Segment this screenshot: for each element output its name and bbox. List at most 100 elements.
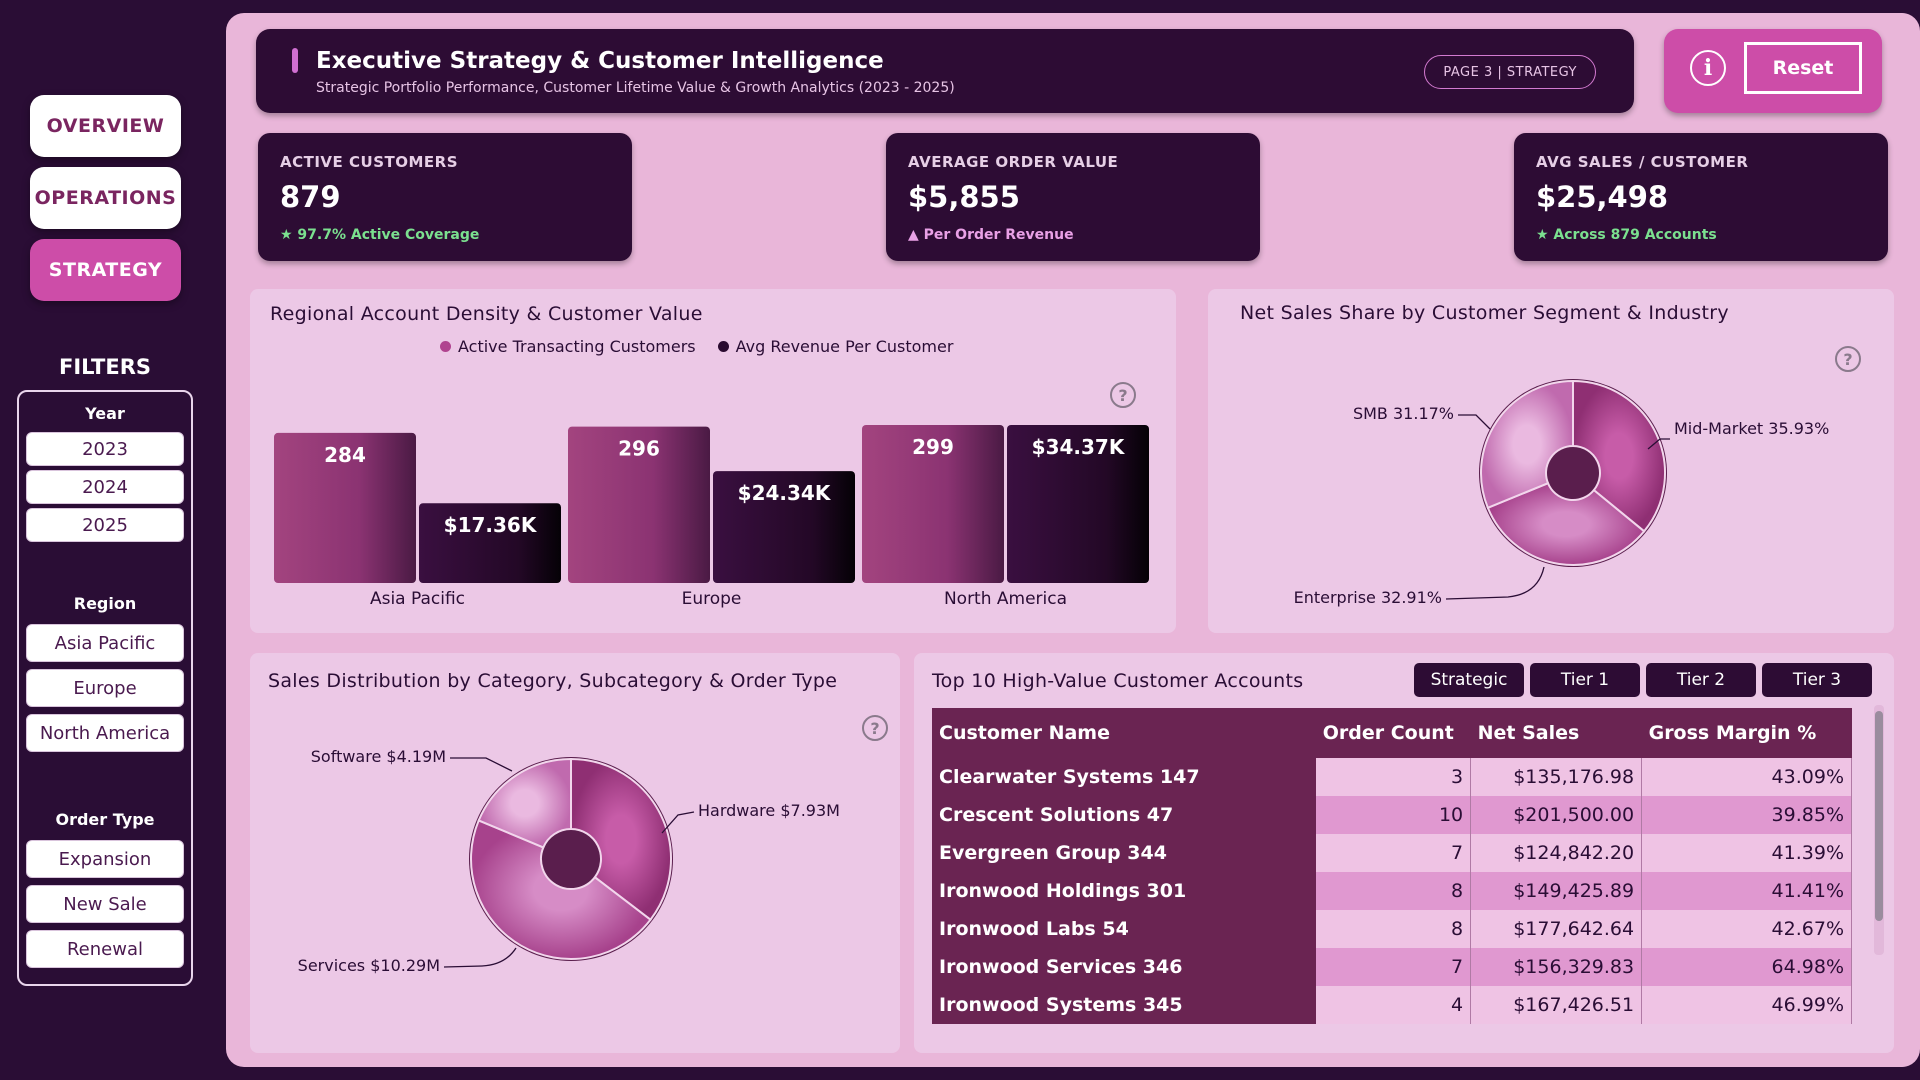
table-scrollbar-thumb[interactable] [1875, 711, 1883, 921]
kpi-note: ▲ Per Order Revenue [908, 227, 1074, 243]
nav-operations-button[interactable]: OPERATIONS [30, 167, 181, 229]
kpi-active-customers: ACTIVE CUSTOMERS 879 ★ 97.7% Active Cove… [258, 133, 632, 261]
tier-3-button[interactable]: Tier 3 [1762, 663, 1872, 697]
data-label: $17.36K [444, 513, 538, 537]
data-label: $34.37K [1032, 435, 1126, 459]
kpi-note: ★ 97.7% Active Coverage [280, 227, 480, 243]
cell-order-count: 10 [1315, 796, 1472, 834]
help-icon[interactable]: ? [1110, 382, 1136, 408]
donut-slice[interactable] [1572, 379, 1666, 533]
table-row[interactable]: Clearwater Systems 147 3 $135,176.98 43.… [932, 758, 1852, 796]
table-row[interactable]: Ironwood Labs 54 8 $177,642.64 42.67% [932, 910, 1852, 948]
filter-year-2024[interactable]: 2024 [26, 470, 184, 504]
bar-revenue[interactable] [419, 503, 561, 583]
filter-region-north-america[interactable]: North America [26, 714, 184, 752]
regional-bar-chart: 284 $17.36K Asia Pacific 296 $24.34K Europe 29… [274, 425, 1149, 609]
data-label: $24.34K [738, 481, 832, 505]
filter-year-2025[interactable]: 2025 [26, 508, 184, 542]
filter-panel: Year 2023 2024 2025 Region Asia Pacific … [17, 390, 193, 986]
cell-customer: Ironwood Labs 54 [932, 910, 1316, 948]
info-icon[interactable]: i [1690, 50, 1726, 86]
filter-order-new-sale[interactable]: New Sale [26, 885, 184, 923]
filter-order-renewal[interactable]: Renewal [26, 930, 184, 968]
table-row[interactable]: Ironwood Services 346 7 $156,329.83 64.9… [932, 948, 1852, 986]
data-label: 284 [324, 443, 366, 467]
table-header-row: Customer Name Order Count Net Sales Gros… [932, 708, 1852, 758]
cell-customer: Crescent Solutions 47 [932, 796, 1316, 834]
cell-order-count: 8 [1315, 872, 1472, 910]
kpi-value: 879 [280, 180, 341, 214]
donut-slice[interactable] [1486, 481, 1646, 566]
reset-button[interactable]: Reset [1744, 42, 1862, 94]
cell-margin: 43.09% [1641, 758, 1852, 796]
leader-line [1458, 414, 1491, 430]
column-header[interactable]: Order Count [1315, 708, 1471, 758]
leader-line [1445, 566, 1545, 600]
nav-overview-button[interactable]: OVERVIEW [30, 95, 181, 157]
kpi-label: AVG SALES / CUSTOMER [1536, 153, 1749, 171]
cell-order-count: 7 [1315, 834, 1472, 872]
table-row[interactable]: Crescent Solutions 47 10 $201,500.00 39.… [932, 796, 1852, 834]
kpi-note: ★ Across 879 Accounts [1536, 227, 1717, 243]
leader-line [661, 811, 695, 834]
bar-customers[interactable] [862, 425, 1004, 583]
kpi-value: $5,855 [908, 180, 1020, 214]
bar-revenue[interactable] [713, 471, 855, 583]
cell-order-count: 3 [1315, 758, 1472, 796]
chart-legend: Active Transacting Customers Avg Revenue… [440, 337, 953, 356]
header-accent-bar [292, 48, 298, 73]
filter-region-asia-pacific[interactable]: Asia Pacific [26, 624, 184, 662]
help-icon[interactable]: ? [862, 715, 888, 741]
nav-strategy-button[interactable]: STRATEGY [30, 239, 181, 301]
tier-1-button[interactable]: Tier 1 [1530, 663, 1640, 697]
cell-order-count: 4 [1315, 986, 1472, 1024]
column-header[interactable]: Gross Margin % [1641, 708, 1852, 758]
filter-region-europe[interactable]: Europe [26, 669, 184, 707]
main-content: Executive Strategy & Customer Intelligen… [226, 13, 1920, 1067]
help-icon[interactable]: ? [1835, 346, 1861, 372]
cell-margin: 42.67% [1641, 910, 1852, 948]
filter-year-label: Year [85, 404, 125, 423]
legend-dot [717, 341, 729, 352]
category-label: Asia Pacific [370, 589, 465, 609]
tier-strategic-button[interactable]: Strategic [1414, 663, 1524, 697]
bar-revenue[interactable] [1007, 425, 1149, 583]
donut-slice[interactable] [470, 819, 652, 960]
leader-line [450, 757, 513, 772]
cell-customer: Ironwood Systems 345 [932, 986, 1316, 1024]
regional-chart-card: Regional Account Density & Customer Valu… [250, 289, 1176, 633]
bar-customers[interactable] [568, 426, 710, 583]
slice-label: Mid-Market 35.93% [1674, 419, 1829, 438]
filter-region-label: Region [73, 594, 137, 613]
category-label: North America [944, 589, 1067, 609]
filter-order-expansion[interactable]: Expansion [26, 840, 184, 878]
kpi-label: ACTIVE CUSTOMERS [280, 153, 459, 171]
cell-net-sales: $177,642.64 [1470, 910, 1643, 948]
page-header: Executive Strategy & Customer Intelligen… [256, 29, 1634, 113]
slice-label: Services $10.29M [298, 956, 440, 975]
donut-slice[interactable] [1480, 379, 1574, 510]
cell-margin: 41.41% [1641, 872, 1852, 910]
kpi-label: AVERAGE ORDER VALUE [908, 153, 1119, 171]
bar-customers[interactable] [274, 432, 416, 583]
cell-margin: 64.98% [1641, 948, 1852, 986]
table-title: Top 10 High-Value Customer Accounts [932, 670, 1304, 692]
table-row[interactable]: Ironwood Systems 345 4 $167,426.51 46.99… [932, 986, 1852, 1024]
cell-net-sales: $201,500.00 [1470, 796, 1643, 834]
tier-2-button[interactable]: Tier 2 [1646, 663, 1756, 697]
chart-title: Sales Distribution by Category, Subcateg… [268, 670, 838, 692]
data-label: 296 [618, 437, 660, 461]
column-header[interactable]: Customer Name [932, 708, 1316, 758]
column-header[interactable]: Net Sales [1470, 708, 1642, 758]
page-title: Executive Strategy & Customer Intelligen… [316, 48, 884, 74]
cell-order-count: 8 [1315, 910, 1472, 948]
page-indicator-badge: PAGE 3 | STRATEGY [1424, 55, 1596, 89]
filter-year-2023[interactable]: 2023 [26, 432, 184, 466]
cell-customer: Clearwater Systems 147 [932, 758, 1316, 796]
table-row[interactable]: Evergreen Group 344 7 $124,842.20 41.39% [932, 834, 1852, 872]
donut-slice[interactable] [477, 757, 572, 849]
cell-margin: 39.85% [1641, 796, 1852, 834]
kpi-avg-sales-per-customer: AVG SALES / CUSTOMER $25,498 ★ Across 87… [1514, 133, 1888, 261]
donut-slice[interactable] [570, 757, 672, 922]
table-row[interactable]: Ironwood Holdings 301 8 $149,425.89 41.4… [932, 872, 1852, 910]
